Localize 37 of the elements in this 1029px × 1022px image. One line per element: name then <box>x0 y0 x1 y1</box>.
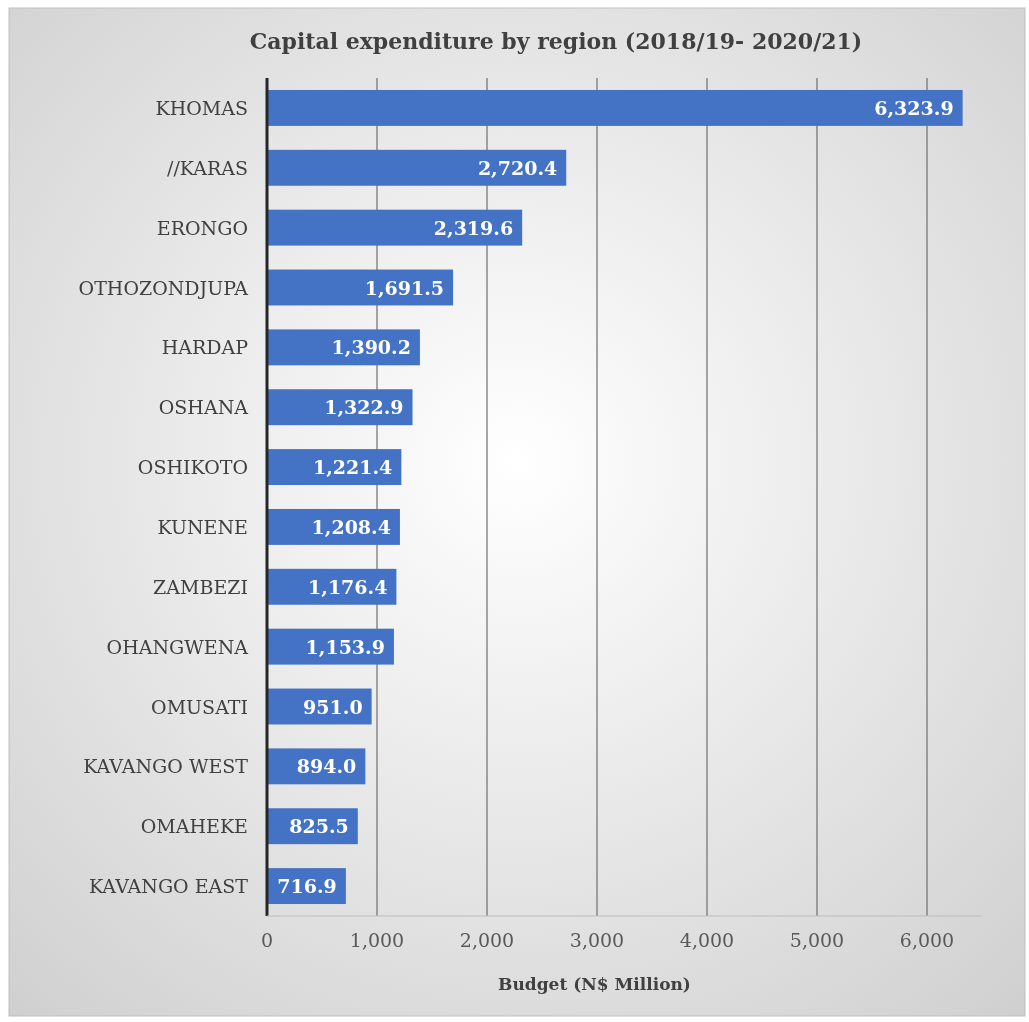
data-label: 894.0 <box>296 755 357 778</box>
y-tick-label: HARDAP <box>161 336 249 359</box>
data-label: 1,390.2 <box>331 336 411 359</box>
data-label: 1,221.4 <box>313 456 393 479</box>
x-tick-label: 1,000 <box>349 929 405 951</box>
data-label: 1,153.9 <box>305 635 385 658</box>
data-label: 1,176.4 <box>308 575 388 598</box>
x-tick-label: 6,000 <box>899 929 955 951</box>
y-tick-label: OMAHEKE <box>140 815 248 838</box>
y-tick-label: KAVANGO EAST <box>88 875 249 898</box>
y-tick-label: KHOMAS <box>155 96 248 119</box>
x-axis-title: Budget (N$ Million) <box>498 974 691 994</box>
x-tick-label: 4,000 <box>679 929 735 951</box>
x-tick-label: 0 <box>260 929 274 951</box>
data-label: 1,208.4 <box>311 515 391 538</box>
y-tick-label: OSHIKOTO <box>137 456 248 479</box>
data-label: 1,691.5 <box>364 276 445 299</box>
y-tick-label: OSHANA <box>158 396 249 419</box>
data-label: 2,720.4 <box>477 156 558 179</box>
data-label: 825.5 <box>289 815 349 838</box>
y-tick-label: ERONGO <box>156 216 248 239</box>
data-label: 6,323.9 <box>874 96 954 119</box>
y-tick-label: KUNENE <box>157 515 248 538</box>
y-tick-label: OTHOZONDJUPA <box>78 276 249 299</box>
y-tick-label: KAVANGO WEST <box>83 755 249 778</box>
data-label: 716.9 <box>277 875 337 898</box>
chart-title: Capital expenditure by region (2018/19- 2020/21) <box>249 28 863 54</box>
data-label: 1,322.9 <box>324 396 404 419</box>
y-tick-label: OMUSATI <box>151 695 248 718</box>
y-tick-label: ZAMBEZI <box>153 575 248 598</box>
x-tick-label: 5,000 <box>789 929 845 951</box>
y-tick-label: OHANGWENA <box>106 635 249 658</box>
data-label: 951.0 <box>303 695 363 718</box>
data-label: 2,319.6 <box>433 216 514 239</box>
y-tick-label: //KARAS <box>167 156 248 179</box>
x-tick-label: 3,000 <box>569 929 625 951</box>
x-tick-label: 2,000 <box>459 929 515 951</box>
